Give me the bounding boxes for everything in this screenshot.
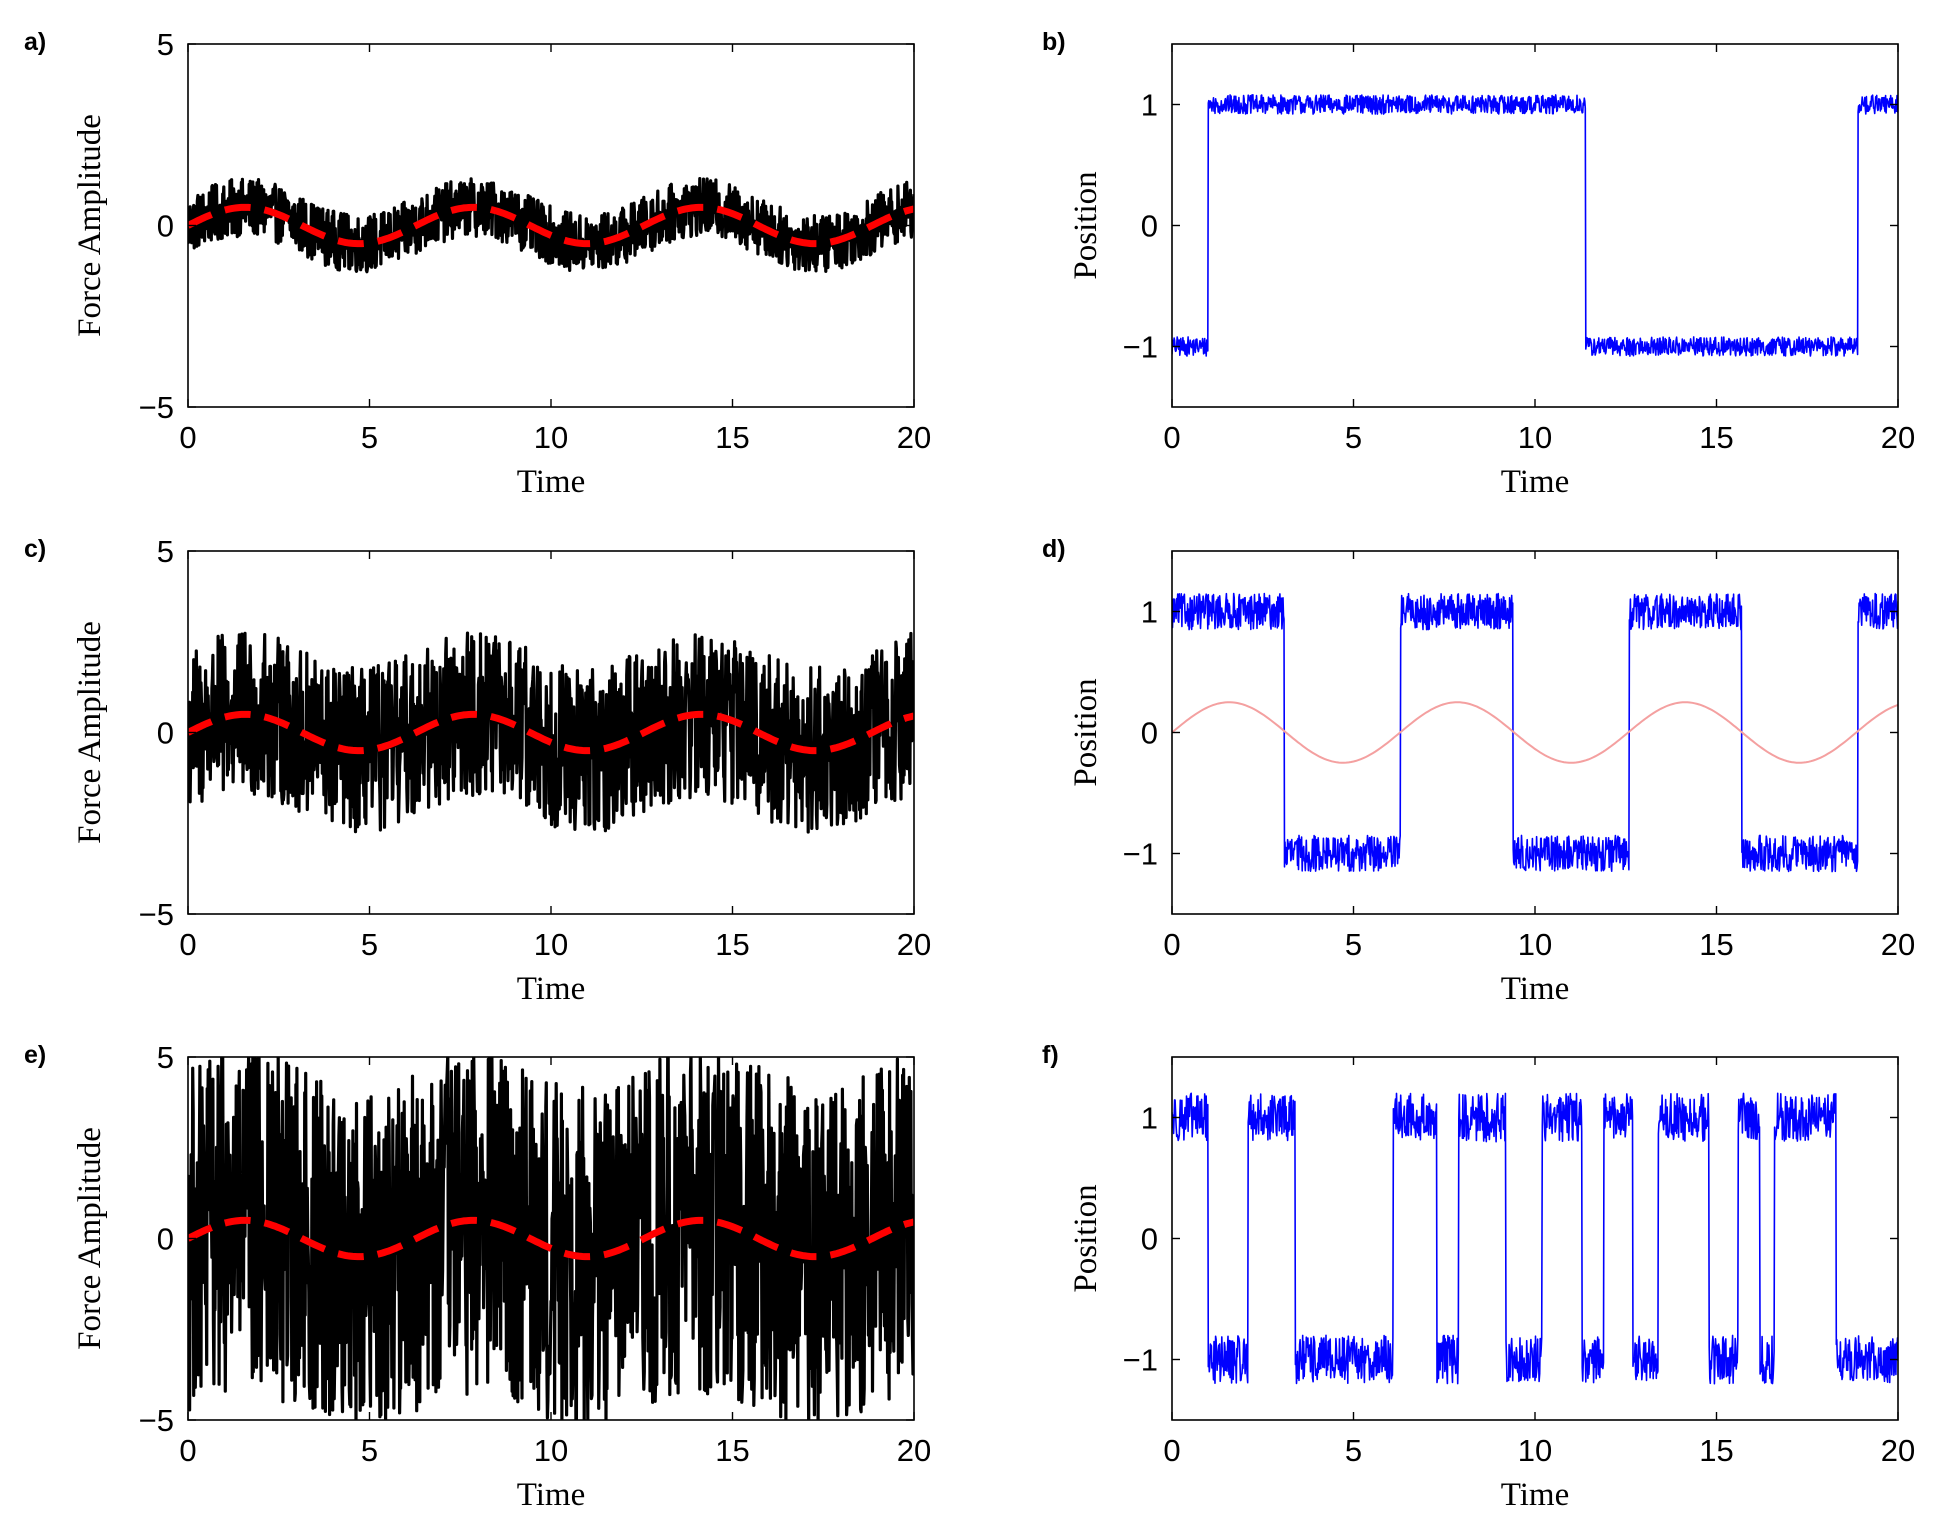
- series-signal-reference: [1172, 701, 1898, 764]
- y-tick-label: 1: [1141, 595, 1158, 630]
- y-tick-label: 1: [1141, 1101, 1158, 1136]
- y-tick-label: 5: [157, 534, 174, 569]
- x-tick-label: 5: [361, 1433, 378, 1468]
- x-tick-label: 20: [1881, 420, 1915, 455]
- y-tick-label: −1: [1123, 330, 1158, 365]
- panel-label: c): [24, 535, 46, 563]
- y-axis-label: Force Amplitude: [72, 621, 108, 844]
- x-tick-label: 5: [1345, 1433, 1362, 1468]
- x-tick-label: 15: [1699, 420, 1733, 455]
- plot-area: [1172, 592, 1898, 873]
- y-axis-label: Force Amplitude: [72, 114, 108, 337]
- y-tick-label: −1: [1123, 1343, 1158, 1378]
- plot-area: [188, 177, 914, 274]
- x-axis-label: Time: [1501, 1477, 1569, 1513]
- plot-area: [1172, 94, 1898, 357]
- y-tick-label: 5: [157, 27, 174, 62]
- series-noisy-force: [188, 177, 914, 274]
- y-tick-label: 0: [157, 209, 174, 244]
- series-position: [1172, 1092, 1898, 1385]
- x-tick-label: 10: [1518, 927, 1552, 962]
- y-tick-label: 0: [157, 1222, 174, 1257]
- y-tick-label: −5: [139, 1403, 174, 1438]
- x-axis-label: Time: [1501, 971, 1569, 1007]
- x-tick-label: 5: [1345, 927, 1362, 962]
- y-tick-label: 0: [157, 716, 174, 751]
- x-tick-label: 0: [179, 420, 196, 455]
- series-position: [1172, 94, 1898, 357]
- x-tick-label: 0: [1163, 927, 1180, 962]
- x-tick-label: 0: [1163, 420, 1180, 455]
- x-axis-label: Time: [517, 464, 585, 500]
- series-position: [1172, 592, 1898, 873]
- y-tick-label: 5: [157, 1040, 174, 1075]
- panel-label: f): [1042, 1041, 1059, 1069]
- y-tick-label: 0: [1141, 209, 1158, 244]
- panel-label: d): [1042, 535, 1066, 563]
- x-tick-label: 10: [1518, 1433, 1552, 1468]
- y-tick-label: −5: [139, 390, 174, 425]
- x-axis-label: Time: [517, 971, 585, 1007]
- x-tick-label: 20: [1881, 927, 1915, 962]
- x-tick-label: 0: [179, 1433, 196, 1468]
- x-tick-label: 0: [1163, 1433, 1180, 1468]
- x-tick-label: 5: [1345, 420, 1362, 455]
- x-tick-label: 0: [179, 927, 196, 962]
- x-tick-label: 15: [715, 927, 749, 962]
- y-tick-label: −1: [1123, 837, 1158, 872]
- series-signal-dashed: [188, 203, 914, 248]
- plot-area: [1172, 1092, 1898, 1385]
- y-axis-label: Force Amplitude: [72, 1127, 108, 1350]
- x-tick-label: 10: [534, 927, 568, 962]
- x-axis-label: Time: [517, 1477, 585, 1513]
- y-axis-label: Position: [1068, 1184, 1104, 1292]
- series-signal-dashed: [188, 710, 914, 755]
- x-tick-label: 15: [1699, 927, 1733, 962]
- x-tick-label: 10: [534, 1433, 568, 1468]
- x-tick-label: 15: [715, 420, 749, 455]
- panel-label: a): [24, 28, 46, 56]
- y-tick-label: 0: [1141, 1222, 1158, 1257]
- y-axis-label: Position: [1068, 678, 1104, 786]
- x-tick-label: 20: [897, 420, 931, 455]
- x-axis-label: Time: [1501, 464, 1569, 500]
- x-tick-label: 15: [1699, 1433, 1733, 1468]
- y-axis-label: Position: [1068, 171, 1104, 279]
- x-tick-label: 5: [361, 420, 378, 455]
- panel-label: e): [24, 1041, 46, 1069]
- x-tick-label: 10: [534, 420, 568, 455]
- y-tick-label: 0: [1141, 716, 1158, 751]
- x-tick-label: 10: [1518, 420, 1552, 455]
- x-tick-label: 15: [715, 1433, 749, 1468]
- x-tick-label: 20: [1881, 1433, 1915, 1468]
- plot-area: [188, 1057, 914, 1420]
- series-noisy-force: [188, 1057, 914, 1420]
- x-tick-label: 20: [897, 927, 931, 962]
- x-tick-label: 5: [361, 927, 378, 962]
- series-signal-dashed: [188, 1216, 914, 1261]
- panel-label: b): [1042, 28, 1066, 56]
- plot-area: [188, 631, 914, 834]
- series-noisy-force: [188, 631, 914, 834]
- x-tick-label: 20: [897, 1433, 931, 1468]
- y-tick-label: −5: [139, 897, 174, 932]
- y-tick-label: 1: [1141, 88, 1158, 123]
